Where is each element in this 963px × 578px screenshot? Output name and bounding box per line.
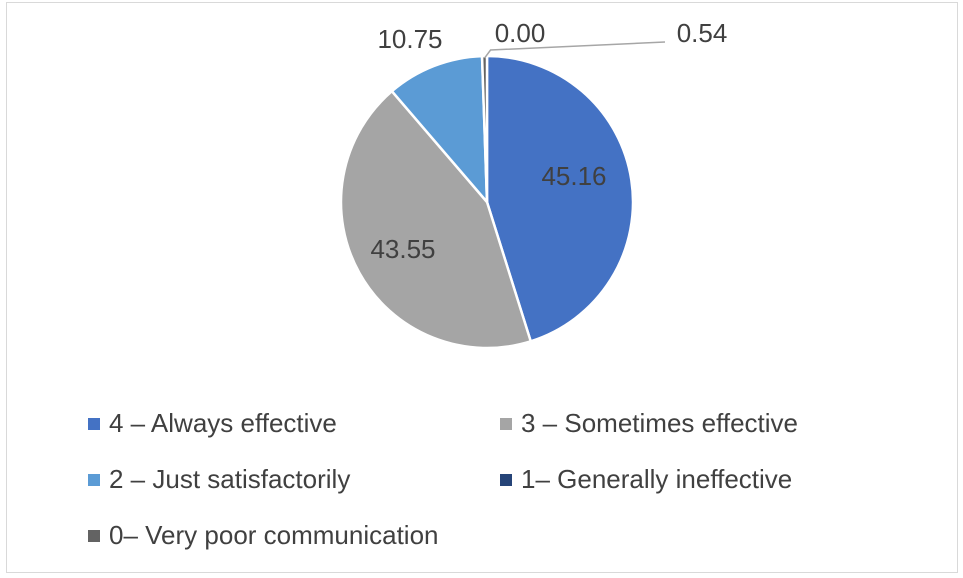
data-label-very-poor-communication: 0.54 — [677, 18, 728, 48]
legend-item-sometimes-effective: 3 – Sometimes effective — [500, 408, 798, 439]
pie-slice-sometimes-effective — [339, 89, 533, 350]
legend-label: 3 – Sometimes effective — [521, 408, 798, 438]
legend-item-generally-ineffective: 1– Generally ineffective — [500, 464, 792, 495]
data-label-generally-ineffective: 0.00 — [495, 18, 546, 48]
legend-label: 2 – Just satisfactorily — [109, 464, 351, 494]
data-label-just-satisfactorily: 10.75 — [377, 24, 442, 54]
leader-lines — [483, 41, 666, 59]
legend-swatch — [500, 417, 512, 430]
pie-slices — [339, 54, 635, 350]
data-label-always-effective: 45.16 — [541, 161, 606, 191]
legend-item-just-satisfactorily: 2 – Just satisfactorily — [88, 464, 350, 495]
legend-swatch — [88, 529, 100, 542]
legend-swatch — [88, 473, 100, 486]
legend-label: 0– Very poor communication — [109, 520, 439, 550]
legend-label: 1– Generally ineffective — [521, 464, 793, 494]
pie-slice-always-effective — [485, 54, 635, 343]
legend-item-very-poor-communication: 0– Very poor communication — [88, 520, 439, 551]
pie-slice-just-satisfactorily — [390, 54, 489, 206]
data-label-sometimes-effective: 43.55 — [370, 234, 435, 264]
leader-line-very-poor-communication — [483, 41, 666, 59]
legend-swatch — [88, 417, 100, 430]
legend-item-always-effective: 4 – Always effective — [88, 408, 337, 439]
legend-label: 4 – Always effective — [109, 408, 337, 438]
legend-swatch — [500, 473, 512, 486]
data-labels: 45.16 43.55 10.75 0.00 0.54 — [370, 18, 727, 264]
